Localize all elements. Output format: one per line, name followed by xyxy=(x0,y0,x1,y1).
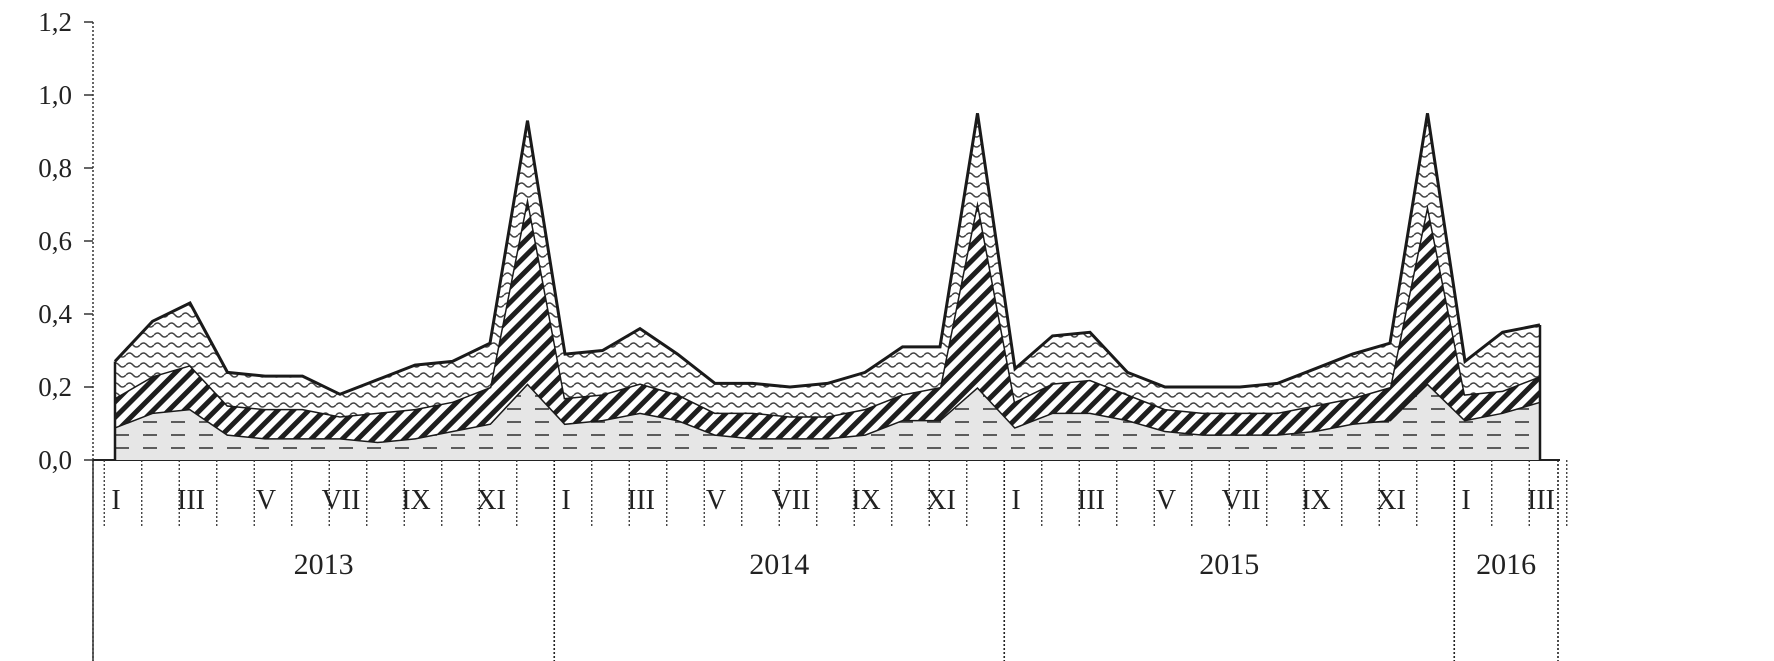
month-label: III xyxy=(627,485,655,516)
y-tick-label: 0,8 xyxy=(38,153,72,183)
month-label: V xyxy=(256,485,276,516)
month-label: XI xyxy=(926,485,956,516)
area-series-2 xyxy=(115,197,1540,442)
year-label: 2016 xyxy=(1476,548,1536,581)
month-label: I xyxy=(1011,485,1020,516)
month-label: IX xyxy=(851,485,881,516)
area-series-1 xyxy=(115,383,1540,460)
month-label: I xyxy=(111,485,120,516)
year-label: 2013 xyxy=(294,548,354,581)
area-series-3 xyxy=(115,113,1540,417)
y-tick-label: 0,6 xyxy=(38,226,72,256)
month-label: I xyxy=(561,485,570,516)
month-label: IX xyxy=(1301,485,1331,516)
year-label: 2015 xyxy=(1199,548,1259,581)
y-tick-label: 0,4 xyxy=(38,299,72,329)
month-label: V xyxy=(1156,485,1176,516)
month-label: III xyxy=(1077,485,1105,516)
year-label: 2014 xyxy=(749,548,809,581)
month-label: V xyxy=(706,485,726,516)
series-3-line xyxy=(113,113,1541,396)
month-label: XI xyxy=(1376,485,1406,516)
month-label: XI xyxy=(476,485,506,516)
y-tick-label: 0,0 xyxy=(38,445,72,475)
month-label: IX xyxy=(401,485,431,516)
month-label: VII xyxy=(772,485,811,516)
month-label: III xyxy=(177,485,205,516)
y-tick-label: 0,2 xyxy=(38,372,72,402)
y-tick-label: 1,0 xyxy=(38,80,72,110)
y-tick-label: 1,2 xyxy=(38,7,72,37)
month-label: I xyxy=(1461,485,1470,516)
month-label: VII xyxy=(322,485,361,516)
areas-layer xyxy=(113,113,1542,460)
labels-layer: 0,00,20,40,60,81,01,2I III V VII IX XI I III V VI… xyxy=(38,7,1555,581)
month-label: VII xyxy=(1222,485,1261,516)
month-label: III xyxy=(1527,485,1555,516)
